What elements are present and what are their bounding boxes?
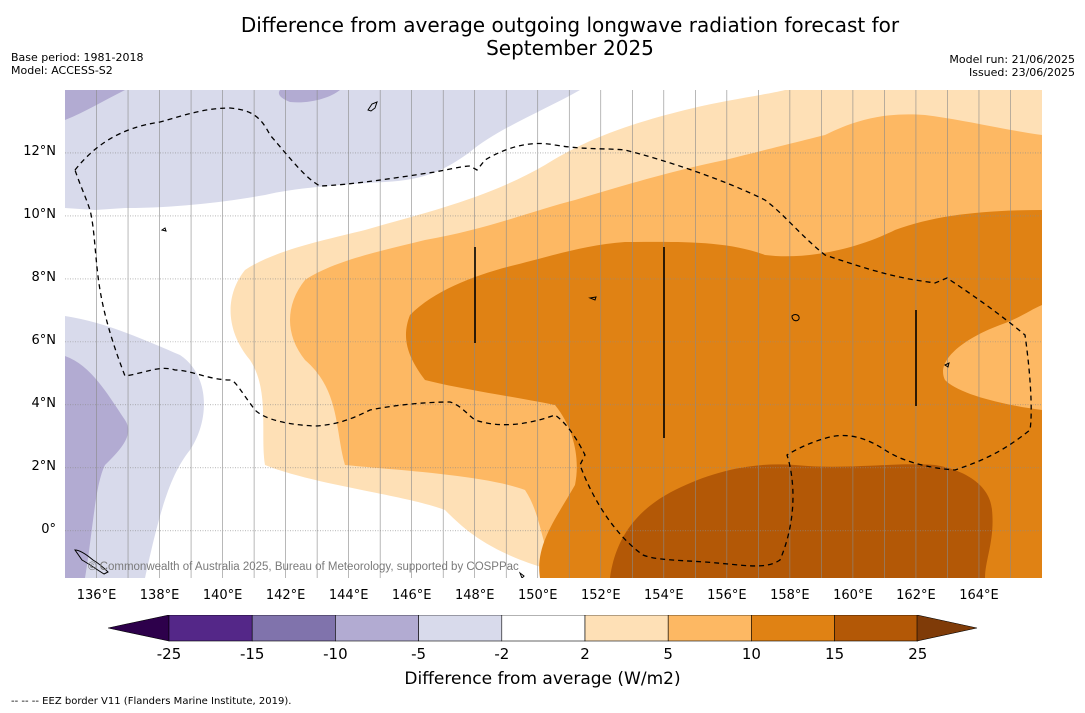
eez-border-main bbox=[74, 107, 1032, 567]
island-a bbox=[160, 227, 167, 232]
title-line-2: September 2025 bbox=[486, 36, 654, 60]
model-text: Model: ACCESS-S2 bbox=[11, 64, 113, 77]
colorbar-extend-low bbox=[108, 615, 170, 642]
band-neg10-north bbox=[65, 90, 125, 120]
base-info: Base period: 1981-2018 Model: ACCESS-S2 bbox=[11, 51, 143, 77]
longitude-label: 162°E bbox=[896, 588, 936, 603]
band-neg10-north-2 bbox=[278, 90, 340, 103]
latitude-label: 10°N bbox=[23, 206, 56, 222]
latitude-label: 12°N bbox=[23, 143, 56, 159]
colorbar-box bbox=[418, 615, 503, 642]
longitude-label: 136°E bbox=[76, 588, 117, 603]
colorbar-box bbox=[834, 615, 919, 642]
island-pohnpei bbox=[791, 314, 800, 322]
island-solomons bbox=[74, 549, 109, 575]
latitude-label: 8°N bbox=[31, 269, 57, 285]
colorbar-tick-label: 25 bbox=[908, 645, 928, 663]
longitude-label: 146°E bbox=[391, 588, 432, 603]
map-title: Difference from average outgoing longwav… bbox=[0, 14, 1085, 60]
colorbar-tick-label: -10 bbox=[323, 645, 348, 663]
band-15to25 bbox=[610, 464, 993, 578]
copyright-text: © Commonwealth of Australia 2025, Bureau… bbox=[88, 561, 519, 573]
longitude-label: 154°E bbox=[644, 588, 684, 603]
colorbar-box bbox=[501, 615, 586, 642]
longitude-label: 150°E bbox=[517, 588, 558, 603]
base-period-text: Base period: 1981-2018 bbox=[11, 51, 144, 64]
island-d bbox=[518, 571, 525, 578]
longitude-label: 152°E bbox=[581, 588, 621, 603]
colorbar-box bbox=[335, 615, 419, 642]
colorbar-tick-label: 15 bbox=[825, 645, 845, 663]
longitude-label: 144°E bbox=[328, 588, 369, 603]
longitude-label: 140°E bbox=[202, 588, 243, 603]
run-info: Model run: 21/06/2025 Issued: 23/06/2025 bbox=[949, 53, 1075, 79]
eez-legend-note: -- -- -- EEZ border V11 (Flanders Marine… bbox=[11, 696, 292, 707]
island-b bbox=[588, 296, 597, 301]
longitude-label: 160°E bbox=[833, 588, 873, 603]
band-5to10-east bbox=[943, 305, 1042, 410]
colorbar-label: Difference from average (W/m2) bbox=[404, 669, 681, 689]
colorbar bbox=[108, 615, 978, 642]
colorbar-extend-high bbox=[916, 615, 978, 642]
longitude-label: 164°E bbox=[959, 588, 999, 603]
longitude-label: 138°E bbox=[139, 588, 180, 603]
islands bbox=[74, 101, 950, 578]
colorbar-tick-label: -15 bbox=[239, 645, 265, 663]
longitude-label: 148°E bbox=[454, 588, 495, 603]
issued-text: Issued: 23/06/2025 bbox=[968, 66, 1075, 79]
latitude-label: 2°N bbox=[31, 458, 57, 474]
colorbar-tick-label: 10 bbox=[741, 645, 761, 663]
olr-anomaly-map: © Commonwealth of Australia 2025, Bureau… bbox=[65, 90, 1042, 578]
colorbar-box bbox=[168, 615, 253, 642]
colorbar-box bbox=[751, 615, 835, 642]
longitude-label: 156°E bbox=[707, 588, 747, 603]
island-c bbox=[944, 362, 950, 368]
band-neg5-west bbox=[65, 316, 204, 578]
longitude-label: 158°E bbox=[770, 588, 810, 603]
latitude-label: 4°N bbox=[31, 395, 57, 411]
island-guam bbox=[367, 101, 378, 112]
title-line-1: Difference from average outgoing longwav… bbox=[240, 13, 900, 37]
colorbar-tick-label: -2 bbox=[494, 645, 510, 663]
colorbar-tick-label: -5 bbox=[411, 645, 427, 663]
latitude-label: 0° bbox=[41, 521, 56, 537]
graticule bbox=[65, 90, 1042, 578]
colorbar-tick-label: -25 bbox=[156, 645, 182, 663]
colorbar-tick-label: 2 bbox=[580, 645, 590, 663]
latitude-label: 6°N bbox=[31, 332, 57, 348]
colorbar-box bbox=[584, 615, 669, 642]
colorbar-tick-label: 5 bbox=[663, 645, 673, 663]
longitude-label: 142°E bbox=[265, 588, 306, 603]
band-neg5-north bbox=[65, 90, 580, 210]
colorbar-box bbox=[251, 615, 336, 642]
colorbar-box bbox=[667, 615, 752, 642]
model-run-text: Model run: 21/06/2025 bbox=[949, 53, 1075, 66]
